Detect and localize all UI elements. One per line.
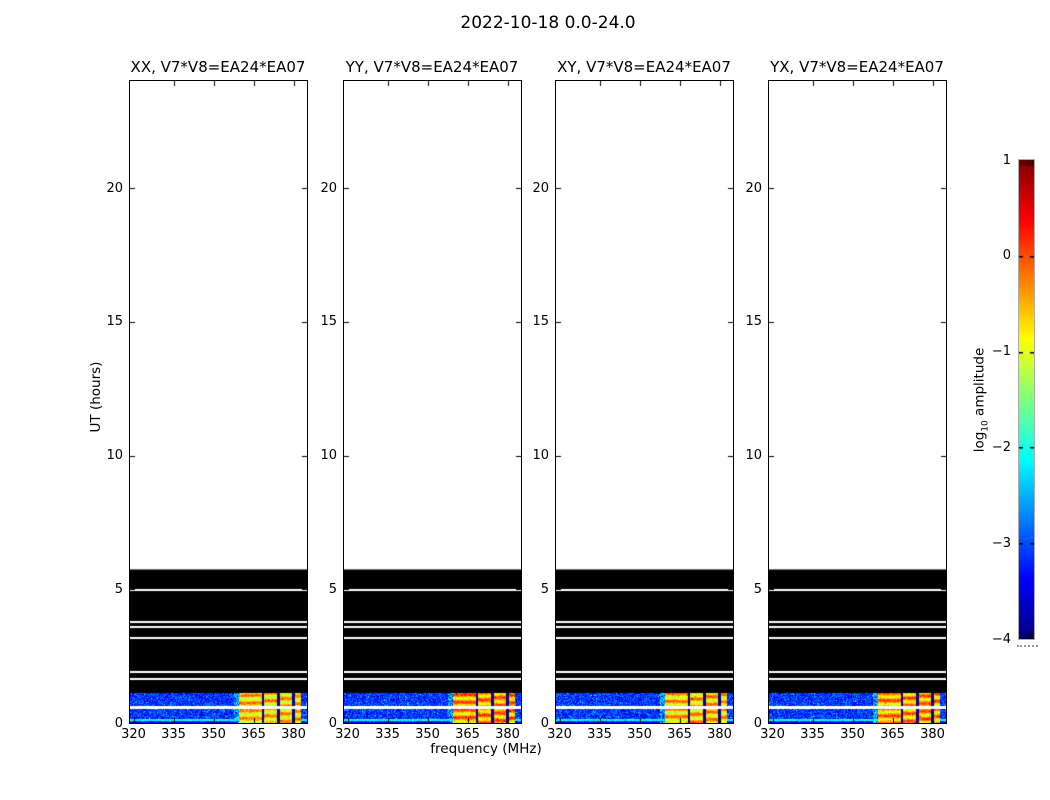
spectrogram-canvas-yy: [344, 81, 521, 723]
x-tick-label: 350: [201, 727, 226, 742]
y-tick-label: 15: [745, 314, 762, 330]
colorbar: [1018, 159, 1035, 640]
x-tick-label: 380: [920, 727, 945, 742]
colorbar-minor-dots: [1017, 645, 1038, 647]
y-tick-label: 10: [532, 448, 549, 463]
figure-title: 2022-10-18 0.0-24.0: [460, 13, 636, 33]
y-tick-label: 0: [114, 715, 123, 731]
x-tick-label: 335: [800, 727, 825, 742]
x-tick-label: 320: [121, 727, 146, 742]
y-tick-label: 20: [532, 180, 549, 196]
x-tick-label: 335: [587, 727, 612, 742]
spectrogram-panel-yx: [768, 80, 947, 724]
spectrogram-canvas-xy: [556, 81, 733, 723]
colorbar-label-sub10: 10: [980, 420, 991, 432]
spectrogram-canvas-yx: [769, 81, 946, 723]
x-tick-label: 365: [455, 727, 480, 742]
x-tick-label: 335: [375, 727, 400, 742]
x-tick-label: 320: [547, 727, 572, 742]
y-tick-label: 5: [114, 581, 123, 597]
colorbar-tick-label: −2: [991, 439, 1011, 455]
y-tick-label: 5: [328, 581, 337, 597]
colorbar-tick-label: 1: [1002, 152, 1011, 168]
x-tick-label: 350: [415, 727, 440, 742]
x-tick-label: 335: [161, 727, 186, 742]
x-tick-label: 365: [667, 727, 692, 742]
y-tick-label: 15: [106, 314, 123, 330]
y-tick-label: 20: [106, 180, 123, 196]
y-tick-label: 10: [106, 448, 123, 463]
y-tick-label: 10: [745, 448, 762, 463]
y-tick-label: 20: [745, 180, 762, 196]
x-tick-label: 365: [880, 727, 905, 742]
x-tick-label: 320: [335, 727, 360, 742]
spectrogram-panel-xx: [129, 80, 308, 724]
y-tick-label: 5: [753, 581, 762, 597]
x-tick-label: 380: [707, 727, 732, 742]
colorbar-label: log10 amplitude: [972, 348, 991, 453]
y-tick-label: 15: [320, 314, 337, 330]
x-axis-label: frequency (MHz): [430, 741, 542, 757]
y-axis-label: UT (hours): [88, 361, 104, 433]
x-tick-label: 380: [281, 727, 306, 742]
colorbar-canvas: [1019, 160, 1034, 639]
x-tick-label: 380: [495, 727, 520, 742]
y-tick-label: 10: [320, 448, 337, 463]
x-tick-label: 350: [627, 727, 652, 742]
panel-title-yy: YY, V7*V8=EA24*EA07: [345, 58, 519, 76]
panel-title-yx: YX, V7*V8=EA24*EA07: [770, 58, 944, 76]
panel-title-xx: XX, V7*V8=EA24*EA07: [130, 58, 306, 76]
y-tick-label: 0: [540, 715, 549, 731]
y-tick-label: 0: [753, 715, 762, 731]
x-tick-label: 365: [241, 727, 266, 742]
colorbar-tick-label: −3: [991, 535, 1011, 551]
x-tick-label: 320: [760, 727, 785, 742]
y-tick-label: 15: [532, 314, 549, 330]
spectrogram-canvas-xx: [130, 81, 307, 723]
y-tick-label: 0: [328, 715, 337, 731]
spectrogram-panel-xy: [555, 80, 734, 724]
spectrogram-panel-yy: [343, 80, 522, 724]
y-tick-label: 20: [320, 180, 337, 196]
colorbar-tick-label: 0: [1002, 248, 1011, 264]
panel-title-xy: XY, V7*V8=EA24*EA07: [557, 58, 731, 76]
x-tick-label: 350: [840, 727, 865, 742]
colorbar-tick-label: −1: [991, 344, 1011, 360]
y-tick-label: 5: [540, 581, 549, 597]
colorbar-tick-label: −4: [991, 631, 1011, 647]
